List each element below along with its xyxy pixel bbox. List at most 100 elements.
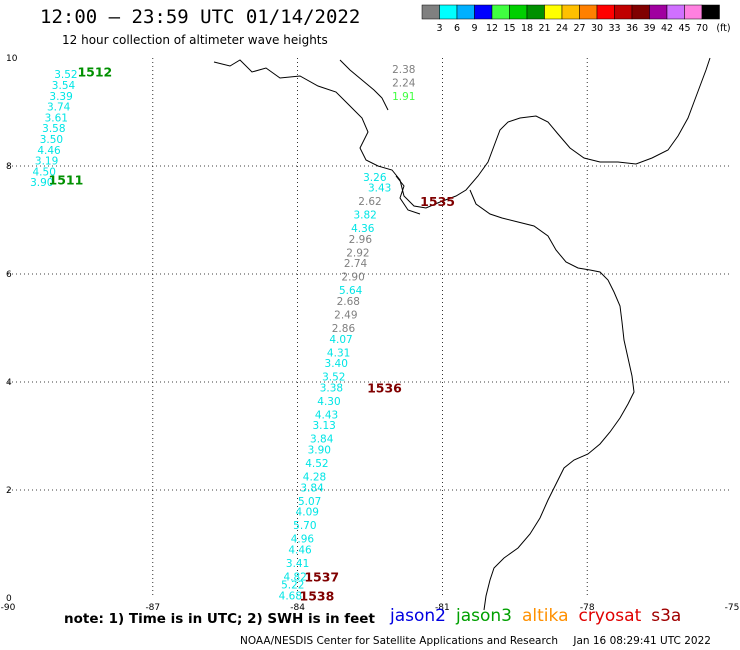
wave-height-label: 4.50 bbox=[33, 166, 56, 178]
legend-swatch bbox=[509, 4, 528, 20]
legend-swatch bbox=[631, 4, 650, 20]
wave-height-label: 4.31 bbox=[327, 347, 350, 359]
y-tick-label: 6 bbox=[6, 270, 12, 280]
wave-height-label: 5.07 bbox=[298, 496, 321, 508]
wave-height-label: 2.24 bbox=[392, 77, 416, 89]
wave-height-label: 4.46 bbox=[37, 145, 61, 157]
wave-height-label: 2.92 bbox=[346, 247, 369, 259]
wave-height-label: 4.82 bbox=[283, 571, 306, 583]
legend-swatch bbox=[614, 4, 633, 20]
wave-height-label: 3.40 bbox=[325, 358, 348, 370]
x-tick-label: -78 bbox=[580, 603, 595, 613]
satellite-legend: jason2 jason3 altika cryosat s3a bbox=[390, 606, 691, 626]
footer-note: note: 1) Time is in UTC; 2) SWH is in fe… bbox=[64, 611, 375, 627]
wave-height-label: 3.26 bbox=[363, 172, 387, 184]
x-tick-label: -81 bbox=[435, 603, 450, 613]
time-label: 1537 bbox=[304, 569, 339, 584]
wave-height-label: 3.61 bbox=[45, 112, 68, 124]
wave-height-label: 3.74 bbox=[47, 102, 71, 114]
legend-label: 6 bbox=[454, 23, 460, 34]
legend-label: 70 bbox=[696, 23, 708, 34]
x-tick-label: -87 bbox=[145, 603, 160, 613]
wave-height-label: 3.90 bbox=[30, 177, 53, 189]
legend-unit: (ft) bbox=[716, 23, 730, 34]
legend-swatch bbox=[561, 4, 580, 20]
wave-height-label: 4.46 bbox=[288, 544, 312, 556]
footer-credit: NOAA/NESDIS Center for Satellite Applica… bbox=[240, 635, 711, 647]
wave-height-label: 3.90 bbox=[308, 445, 331, 457]
wave-height-label: 3.52 bbox=[322, 372, 345, 384]
legend-label: 33 bbox=[608, 23, 620, 34]
legend-swatch bbox=[596, 4, 615, 20]
x-tick-label: -90 bbox=[1, 603, 16, 613]
wave-height-label: 5.70 bbox=[293, 520, 316, 532]
coastline bbox=[213, 57, 711, 611]
coastline-south-america bbox=[469, 189, 635, 611]
time-label: 1535 bbox=[420, 194, 455, 209]
time-label: 1511 bbox=[49, 173, 84, 188]
legend-label: 18 bbox=[521, 23, 533, 34]
wave-height-label: 1.91 bbox=[392, 91, 415, 103]
legend-label: 21 bbox=[538, 23, 550, 34]
y-tick-label: 2 bbox=[6, 486, 12, 496]
y-tick-label: 0 bbox=[6, 594, 12, 604]
wave-height-label: 3.84 bbox=[300, 482, 324, 494]
wave-height-label: 3.52 bbox=[54, 69, 77, 81]
legend-label: 9 bbox=[471, 23, 477, 34]
y-tick-label: 4 bbox=[6, 378, 12, 388]
legend-swatch bbox=[579, 4, 598, 20]
wave-height-label: 2.49 bbox=[334, 310, 357, 322]
wave-height-label: 3.38 bbox=[320, 382, 343, 394]
legend-swatch bbox=[666, 4, 685, 20]
wave-height-label: 3.43 bbox=[368, 183, 391, 195]
color-legend: 3 6 9 12 15 18 21 24 27 30 33 36 39 42 45 70 (ft) bbox=[421, 4, 731, 34]
lat-lon-grid: -90 -87 -84 -81 -78 -75 0 2 4 6 8 10 bbox=[1, 54, 740, 613]
wave-height-label: 3.19 bbox=[35, 156, 58, 168]
legend-label: 36 bbox=[626, 23, 638, 34]
legend-swatch bbox=[701, 4, 720, 20]
altimeter-track: 3.523.543.393.743.613.583.504.463.194.50… bbox=[30, 64, 455, 603]
wave-height-label: 2.68 bbox=[337, 296, 360, 308]
wave-height-label: 4.09 bbox=[296, 507, 319, 519]
satellite-jason3: jason3 bbox=[456, 606, 512, 626]
wave-height-label: 5.64 bbox=[339, 285, 363, 297]
satellite-cryosat: cryosat bbox=[578, 606, 642, 626]
wave-height-label: 2.86 bbox=[332, 323, 356, 335]
wave-height-label: 4.43 bbox=[315, 409, 338, 421]
legend-label: 42 bbox=[661, 23, 673, 34]
wave-height-label: 3.39 bbox=[49, 91, 72, 103]
time-label: 1536 bbox=[367, 380, 402, 395]
wave-height-label: 2.38 bbox=[392, 64, 415, 76]
legend-label: 39 bbox=[643, 23, 655, 34]
legend-swatch bbox=[439, 4, 458, 20]
time-label: 1512 bbox=[77, 65, 112, 80]
wave-height-label: 2.62 bbox=[358, 196, 381, 208]
credit-source: NOAA/NESDIS Center for Satellite Applica… bbox=[240, 635, 558, 647]
legend-label: 12 bbox=[486, 23, 498, 34]
wave-height-label: 3.58 bbox=[42, 123, 65, 135]
legend-label: 3 bbox=[436, 23, 442, 34]
page-title: 12:00 — 23:59 UTC 01/14/2022 bbox=[40, 6, 361, 28]
satellite-altika: altika bbox=[522, 606, 569, 626]
x-tick-label: -84 bbox=[290, 603, 305, 613]
wave-height-label: 3.54 bbox=[52, 80, 76, 92]
legend-label: 30 bbox=[591, 23, 603, 34]
legend-label: 24 bbox=[556, 23, 568, 34]
time-label: 1538 bbox=[300, 588, 335, 603]
wave-height-label: 4.30 bbox=[317, 396, 340, 408]
wave-height-label: 4.07 bbox=[329, 334, 352, 346]
wave-height-label: 2.96 bbox=[349, 234, 373, 246]
coastline-central-america bbox=[213, 57, 711, 209]
legend-swatch bbox=[544, 4, 563, 20]
legend-swatch bbox=[474, 4, 493, 20]
legend-swatch bbox=[456, 4, 475, 20]
x-tick-label: -75 bbox=[725, 603, 740, 613]
legend-label: 45 bbox=[678, 23, 690, 34]
legend-swatch bbox=[526, 4, 545, 20]
wave-height-label: 3.82 bbox=[353, 210, 376, 222]
wave-height-label: 4.52 bbox=[305, 458, 328, 470]
wave-height-label: 2.90 bbox=[341, 272, 364, 284]
legend-label: 27 bbox=[573, 23, 585, 34]
legend-swatch bbox=[684, 4, 703, 20]
